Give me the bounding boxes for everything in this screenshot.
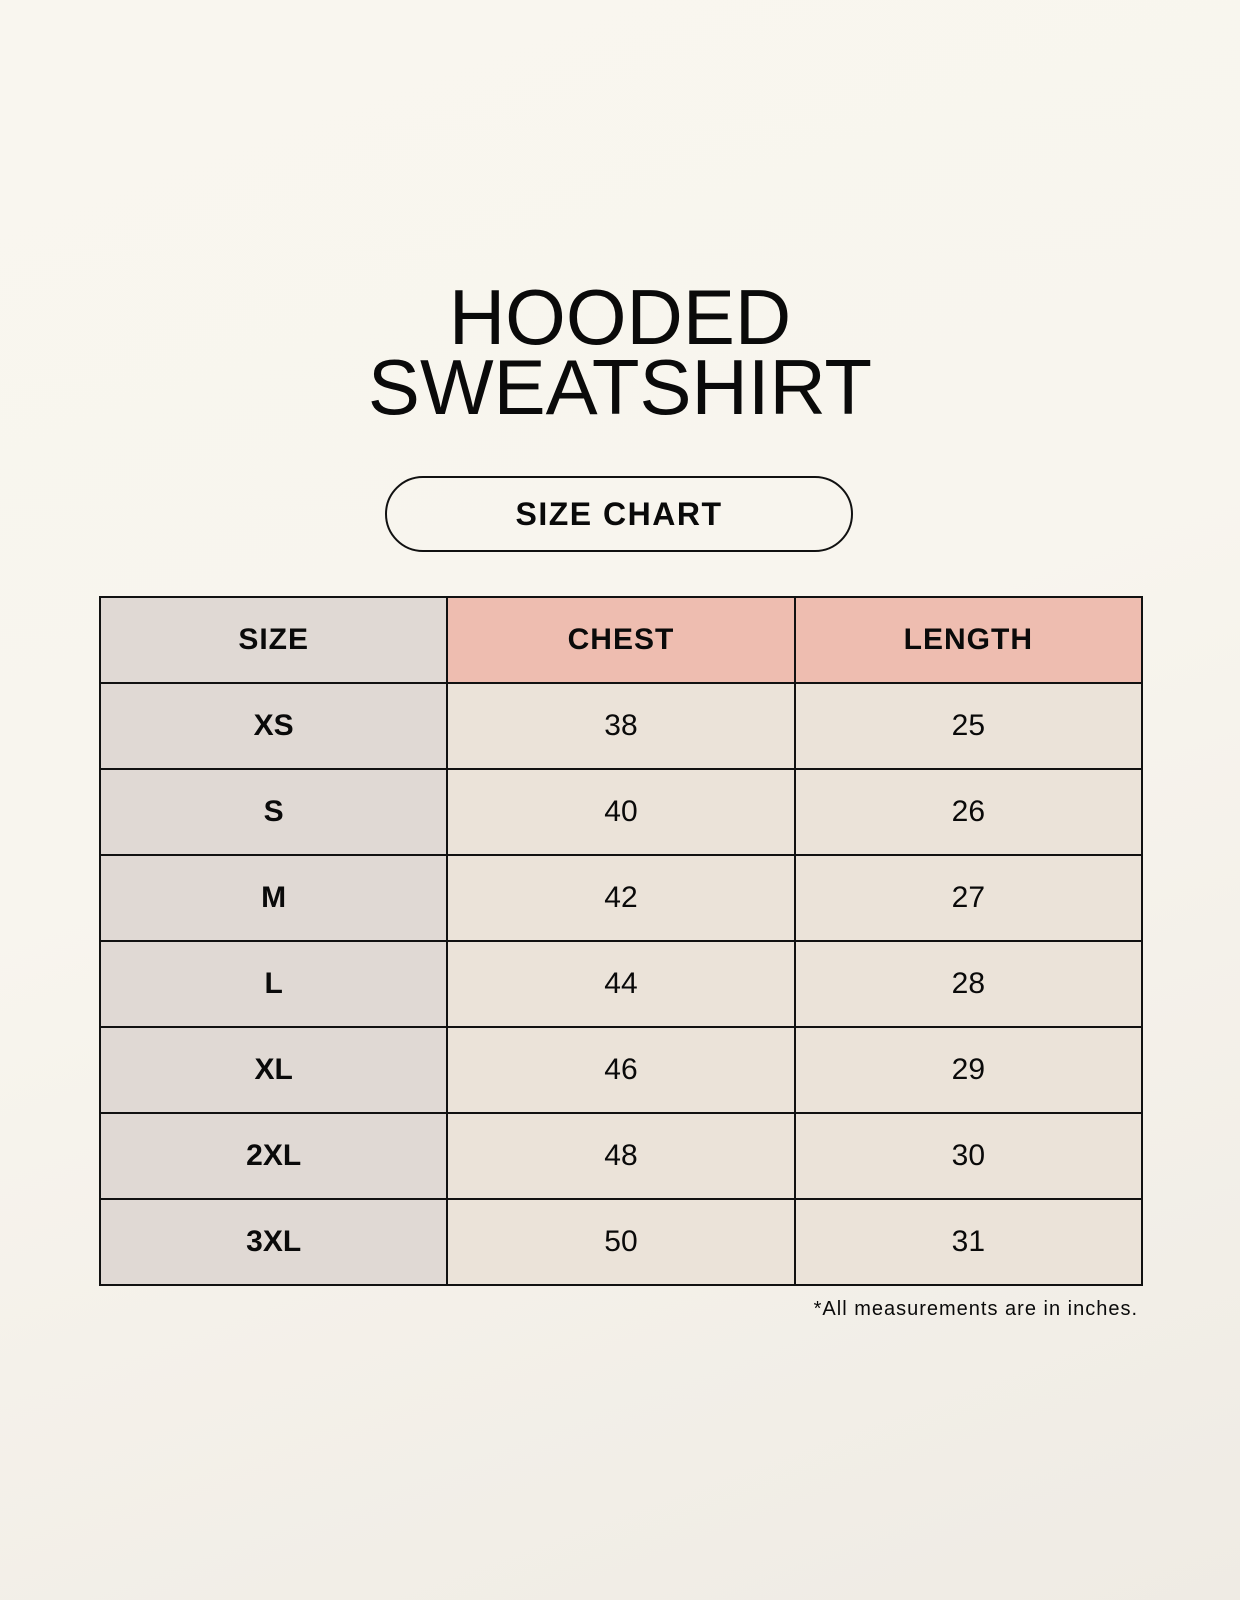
header-chest: CHEST	[446, 596, 796, 684]
title-line-2: SWEATSHIRT	[367, 343, 873, 431]
table-row: M 42 27	[98, 854, 1144, 942]
cell-chest: 42	[446, 854, 796, 942]
table-row: L 44 28	[98, 940, 1144, 1028]
table-row: 2XL 48 30	[98, 1112, 1144, 1200]
cell-length: 30	[793, 1112, 1144, 1200]
cell-size: 2XL	[98, 1112, 449, 1200]
cell-length: 26	[793, 768, 1144, 856]
cell-size: M	[98, 854, 449, 942]
cell-length: 28	[793, 940, 1144, 1028]
cell-size: L	[98, 940, 449, 1028]
title-line-1: HOODED	[448, 273, 792, 361]
cell-length: 29	[793, 1026, 1144, 1114]
cell-chest: 40	[446, 768, 796, 856]
table-row: S 40 26	[98, 768, 1144, 856]
table-row: 3XL 50 31	[98, 1198, 1144, 1286]
cell-chest: 48	[446, 1112, 796, 1200]
cell-chest: 46	[446, 1026, 796, 1114]
cell-chest: 44	[446, 940, 796, 1028]
cell-size: 3XL	[98, 1198, 449, 1286]
cell-chest: 38	[446, 682, 796, 770]
cell-size: XS	[98, 682, 449, 770]
table-header-row: SIZE CHEST LENGTH	[98, 596, 1144, 684]
cell-size: S	[98, 768, 449, 856]
table-row: XL 46 29	[98, 1026, 1144, 1114]
header-size: SIZE	[98, 596, 449, 684]
measurement-note: *All measurements are in inches.	[813, 1298, 1138, 1320]
cell-size: XL	[98, 1026, 449, 1114]
cell-length: 25	[793, 682, 1144, 770]
page-title: HOODED SWEATSHIRT	[0, 273, 1240, 431]
table-row: XS 38 25	[98, 682, 1144, 770]
cell-length: 27	[793, 854, 1144, 942]
size-chart-badge: SIZE CHART	[385, 476, 853, 552]
cell-length: 31	[793, 1198, 1144, 1286]
header-length: LENGTH	[793, 596, 1144, 684]
cell-chest: 50	[446, 1198, 796, 1286]
size-table: SIZE CHEST LENGTH XS 38 25 S 40 26 M 42 27 L 44 28 X…	[98, 596, 1144, 1286]
